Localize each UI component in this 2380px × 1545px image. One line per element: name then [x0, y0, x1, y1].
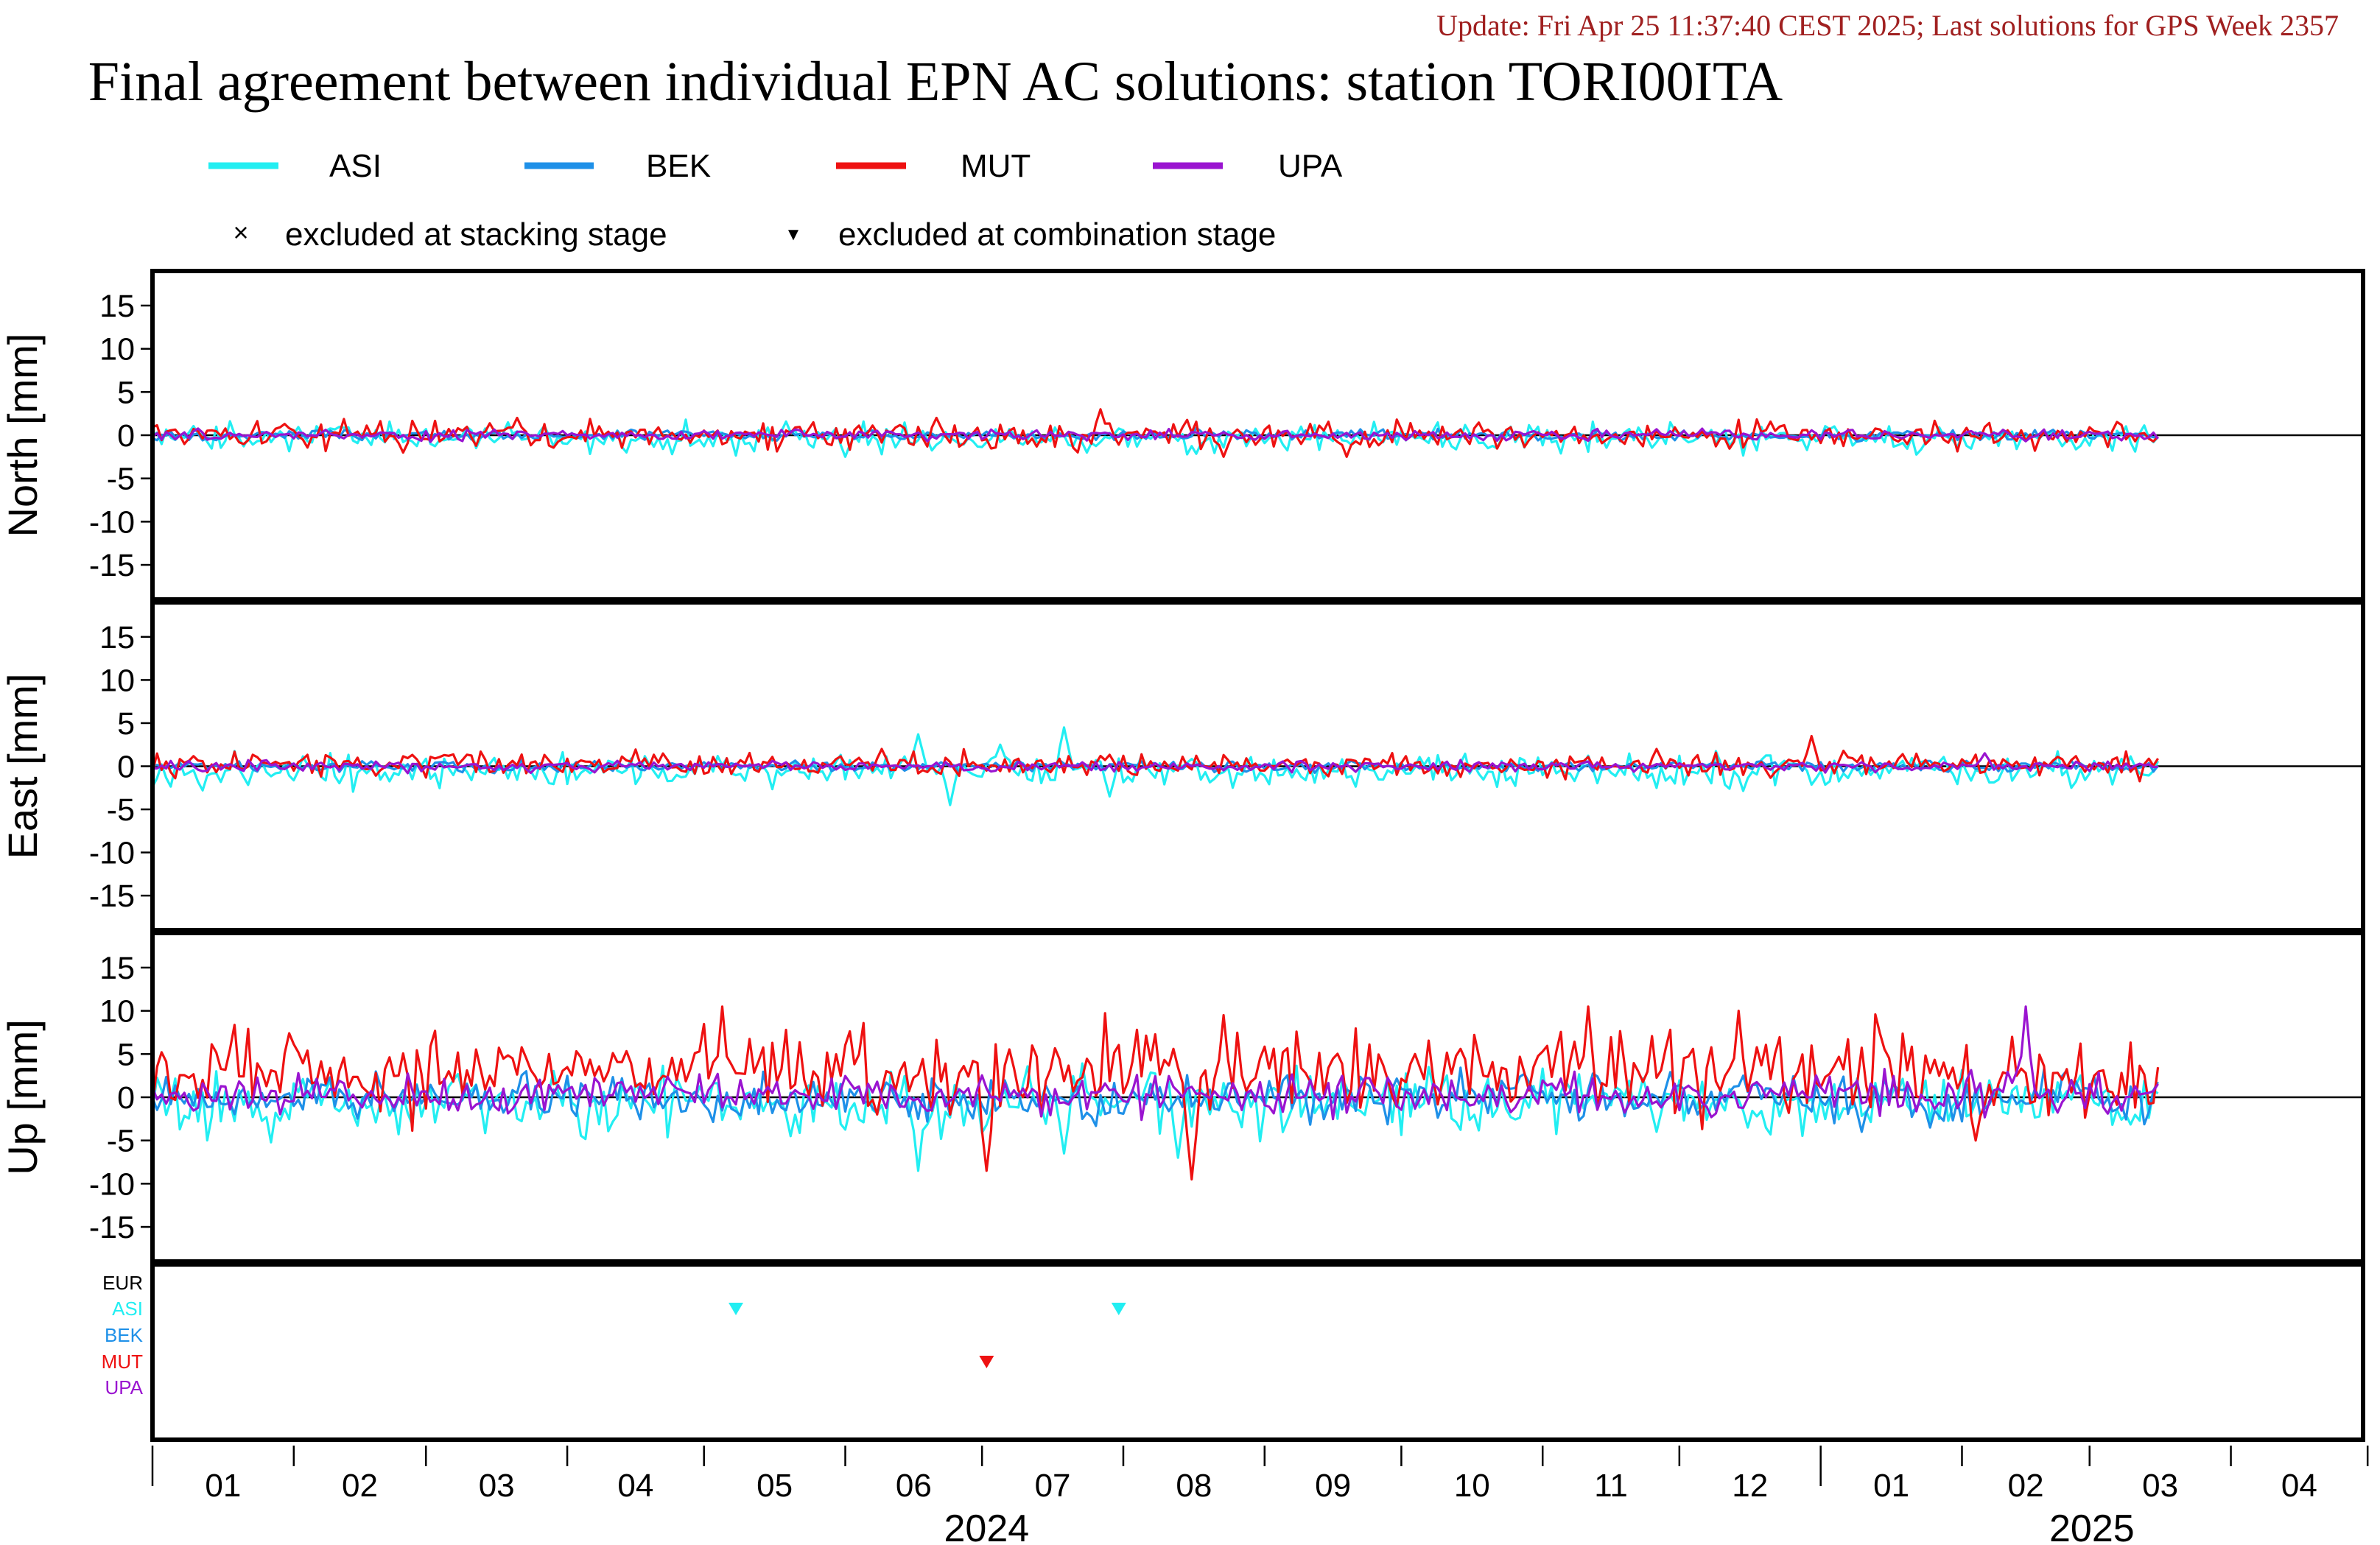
month-label: 10	[1454, 1468, 1490, 1504]
panel-frame	[150, 600, 2365, 932]
month-label: 04	[617, 1468, 653, 1504]
month-label: 06	[896, 1468, 932, 1504]
y-tick-label: -10	[89, 1166, 135, 1202]
legend-item-bek: BEK	[524, 148, 711, 184]
month-label: 01	[205, 1468, 241, 1504]
exclusion-marker-asi	[729, 1303, 744, 1315]
y-tick-label: -10	[89, 836, 135, 871]
y-tick-label: 10	[99, 332, 135, 367]
month-label: 03	[479, 1468, 515, 1504]
panel-frame	[150, 269, 2365, 602]
y-tick-label: 10	[99, 663, 135, 698]
year-label: 2024	[944, 1507, 1029, 1545]
y-tick-label: -10	[89, 504, 135, 540]
series-mut	[151, 1005, 2160, 1181]
y-tick-label: 5	[117, 375, 135, 410]
month-label: 04	[2281, 1468, 2317, 1504]
y-tick-label: 5	[117, 1037, 135, 1072]
legend-label-asi: ASI	[329, 148, 382, 184]
legend-label-bek: BEK	[646, 148, 711, 184]
y-axis-label: Up [mm]	[0, 1019, 46, 1175]
legend-stacking-symbol: ×	[233, 217, 248, 247]
panel-east: 15 10 5 0 -5 -10 -15 East [mm]	[0, 600, 2365, 932]
panel-frame	[150, 931, 2365, 1264]
panels: 15 10 5 0 -5 -10 -15 North [mm] 15 10 5 0 -5 -10 -15 Ea…	[0, 269, 2365, 1264]
month-label: 05	[757, 1468, 793, 1504]
legend-label-upa: UPA	[1278, 148, 1343, 184]
month-label: 11	[1594, 1468, 1628, 1504]
month-label: 02	[2008, 1468, 2044, 1504]
month-label: 07	[1035, 1468, 1071, 1504]
series-asi	[151, 726, 2160, 806]
legend: ASI BEK MUT UPA × excluded at stacking s…	[208, 148, 1343, 253]
y-tick-label: 15	[99, 620, 135, 655]
legend-item-asi: ASI	[208, 148, 382, 184]
month-label: 09	[1315, 1468, 1351, 1504]
legend-combination-label: excluded at combination stage	[838, 217, 1276, 253]
y-tick-label: 10	[99, 994, 135, 1030]
y-tick-label: 15	[99, 289, 135, 324]
y-tick-label: 15	[99, 951, 135, 986]
series-upa	[152, 752, 2158, 775]
month-label: 12	[1732, 1468, 1768, 1504]
y-tick-label: 0	[117, 1080, 135, 1116]
y-tick-label: -15	[89, 548, 135, 583]
exclusion-marker-asi	[1111, 1303, 1126, 1315]
y-tick-label: -5	[107, 1124, 135, 1159]
row-label-upa: UPA	[105, 1376, 143, 1398]
series-upa	[152, 427, 2159, 443]
legend-stacking-label: excluded at stacking stage	[285, 217, 667, 253]
y-tick-label: -15	[89, 879, 135, 914]
update-line: Update: Fri Apr 25 11:37:40 CEST 2025; L…	[1436, 9, 2339, 42]
y-tick-label: 5	[117, 706, 135, 742]
series-asi	[151, 1062, 2159, 1172]
year-label: 2025	[2049, 1507, 2135, 1545]
row-label-bek: BEK	[105, 1324, 144, 1346]
y-tick-label: 0	[117, 418, 135, 454]
month-label: 08	[1176, 1468, 1212, 1504]
y-tick-label: 0	[117, 750, 135, 785]
legend-combination-symbol: ▼	[784, 225, 802, 244]
row-label-mut: MUT	[102, 1351, 143, 1373]
series-bek	[151, 1066, 2160, 1133]
row-label-asi: ASI	[112, 1298, 143, 1320]
row-label-eur: EUR	[102, 1272, 143, 1294]
exclusion-marker-mut	[979, 1356, 994, 1368]
month-label: 01	[1873, 1468, 1909, 1504]
exclusion-frame	[150, 1262, 2365, 1442]
y-tick-label: -15	[89, 1210, 135, 1245]
legend-item-mut: MUT	[836, 148, 1031, 184]
y-axis-label: East [mm]	[0, 673, 46, 859]
series-upa	[151, 1005, 2159, 1122]
legend-item-upa: UPA	[1153, 148, 1343, 184]
chart-title: Final agreement between individual EPN A…	[88, 51, 1783, 113]
y-tick-label: -5	[107, 792, 135, 828]
y-axis-label: North [mm]	[0, 334, 46, 538]
month-label: 03	[2142, 1468, 2178, 1504]
y-tick-label: -5	[107, 462, 135, 497]
exclusion-panel: EUR ASI BEK MUT UPA	[102, 1262, 2365, 1442]
series-bek	[152, 426, 2158, 443]
panel-up: 15 10 5 0 -5 -10 -15 Up [mm]	[0, 931, 2365, 1264]
legend-label-mut: MUT	[961, 148, 1031, 184]
panel-north: 15 10 5 0 -5 -10 -15 North [mm]	[0, 269, 2365, 602]
time-axis: 01 02 03 04 05 06 07 08 09 10 11 12 01 02 03 04 2024 2025	[151, 1446, 2369, 1545]
month-label: 02	[342, 1468, 378, 1504]
